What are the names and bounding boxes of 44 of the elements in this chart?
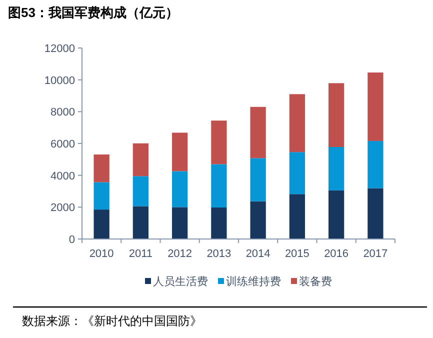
bar	[172, 171, 188, 208]
chart-title: 图53：我国军费构成（亿元）	[8, 5, 178, 20]
x-tick-label: 2013	[206, 248, 232, 260]
bar	[211, 120, 227, 164]
y-tick-label: 6000	[50, 138, 75, 150]
x-tick-label: 2017	[363, 248, 388, 260]
source-note: 数据来源：《新时代的中国国防》	[22, 314, 202, 328]
bar	[94, 182, 110, 210]
legend-label: 训练维持费	[226, 275, 281, 288]
x-tick-label: 2016	[324, 248, 349, 260]
x-tick-label: 2011	[128, 248, 153, 260]
bar	[211, 164, 227, 208]
bar	[132, 206, 149, 239]
y-tick-label: 10000	[44, 74, 75, 87]
x-tick-label: 2014	[246, 248, 270, 260]
bar	[328, 147, 344, 190]
bar	[94, 154, 110, 182]
bar	[172, 207, 188, 239]
bar	[132, 143, 149, 176]
y-tick-label: 8000	[50, 106, 75, 119]
bar	[132, 176, 149, 206]
y-tick-label: 12000	[44, 43, 75, 55]
bar	[289, 194, 306, 239]
y-tick-label: 4000	[50, 170, 75, 182]
bar	[368, 140, 384, 188]
bar	[211, 207, 227, 239]
y-tick-label: 2000	[50, 202, 75, 214]
x-tick-label: 2015	[284, 248, 310, 260]
bar	[172, 132, 188, 172]
legend-label: 装备费	[299, 275, 332, 288]
bar	[250, 106, 266, 158]
bar	[328, 83, 344, 147]
bar	[250, 158, 266, 202]
x-tick-label: 2012	[168, 248, 192, 260]
bar	[94, 210, 110, 239]
bar	[368, 72, 384, 141]
bar	[328, 190, 344, 239]
bar	[250, 201, 266, 239]
bar	[289, 152, 306, 194]
y-tick-label: 0	[68, 234, 75, 246]
x-tick-label: 2010	[89, 248, 114, 260]
bar	[289, 94, 306, 152]
legend-label: 人员生活费	[153, 275, 208, 288]
bar	[368, 188, 384, 239]
